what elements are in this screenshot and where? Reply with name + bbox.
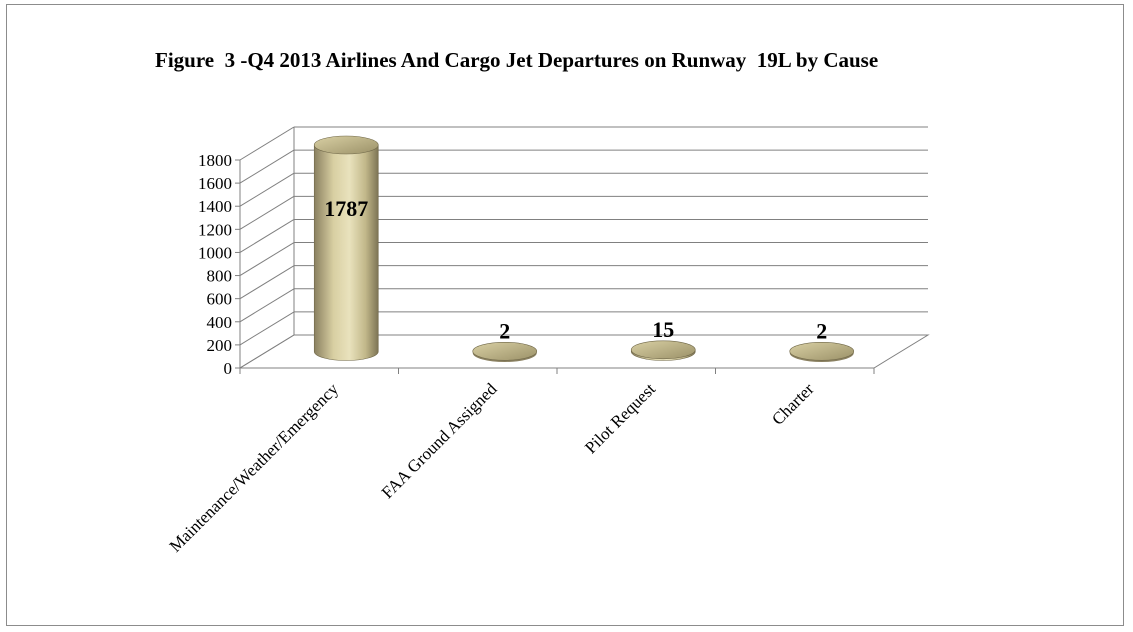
y-tick-label: 1600 bbox=[198, 174, 232, 193]
x-category-label: Charter bbox=[768, 379, 818, 429]
chart-title: Figure 3 -Q4 2013 Airlines And Cargo Jet… bbox=[155, 48, 878, 72]
data-label: 1787 bbox=[324, 196, 368, 221]
y-tick-label: 600 bbox=[207, 290, 233, 309]
y-tick-label: 400 bbox=[207, 313, 233, 332]
x-category-label: Pilot Request bbox=[581, 379, 659, 457]
data-label: 2 bbox=[816, 318, 827, 343]
x-category-label: FAA Ground Assigned bbox=[378, 379, 501, 502]
label-layer: 1787 2 15 2 bbox=[324, 196, 827, 343]
y-tick-label: 1800 bbox=[198, 151, 232, 170]
data-label: 2 bbox=[499, 318, 510, 343]
y-tick-label: 0 bbox=[224, 359, 233, 378]
y-tick-label: 1400 bbox=[198, 197, 232, 216]
chart-svg: Figure 3 -Q4 2013 Airlines And Cargo Jet… bbox=[7, 5, 1125, 627]
bar-cylinder bbox=[631, 341, 695, 361]
y-tick-label: 1000 bbox=[198, 243, 232, 262]
y-tick-label: 200 bbox=[207, 336, 233, 355]
y-tick-label: 800 bbox=[207, 267, 233, 286]
bar-cylinder bbox=[473, 342, 537, 362]
bar-cylinder bbox=[314, 136, 378, 360]
x-category-label: Maintenance/Weather/Emergency bbox=[166, 379, 343, 556]
y-tick-label: 1200 bbox=[198, 220, 232, 239]
chart-frame: Figure 3 -Q4 2013 Airlines And Cargo Jet… bbox=[6, 4, 1124, 626]
bar-layer bbox=[314, 136, 854, 362]
bar-cylinder bbox=[790, 342, 854, 362]
data-label: 15 bbox=[652, 317, 674, 342]
